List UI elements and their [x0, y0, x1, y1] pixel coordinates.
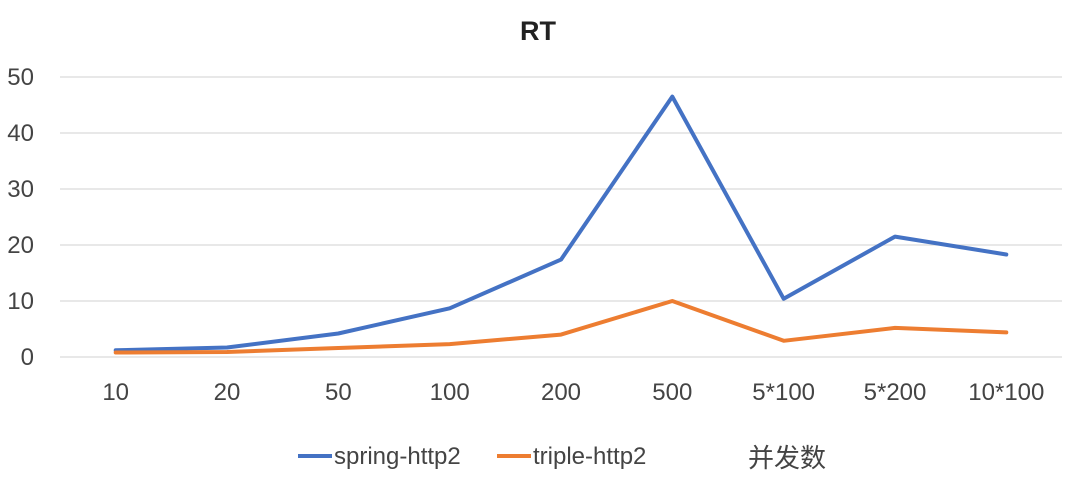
- legend: spring-http2 triple-http2: [298, 443, 646, 470]
- legend-label-spring-http2: spring-http2: [334, 443, 461, 470]
- x-tick-label: 50: [325, 379, 352, 406]
- x-axis-title: 并发数: [748, 443, 826, 473]
- y-tick-label: 20: [7, 232, 34, 259]
- series-line-spring-http2: [113, 94, 1009, 353]
- y-axis: 0 10 20 30 40 50: [7, 64, 34, 371]
- x-tick-label: 500: [652, 379, 692, 406]
- x-tick-label: 10: [102, 379, 129, 406]
- legend-label-triple-http2: triple-http2: [533, 443, 646, 470]
- y-tick-label: 0: [21, 344, 34, 371]
- y-tick-label: 50: [7, 64, 34, 91]
- gridlines: [60, 76, 1062, 358]
- x-axis: 10 20 50 100 200 500 5*100 5*200 10*100: [102, 379, 1044, 406]
- y-tick-label: 10: [7, 288, 34, 315]
- y-tick-label: 40: [7, 120, 34, 147]
- chart-title: RT: [520, 16, 556, 46]
- y-tick-label: 30: [7, 176, 34, 203]
- x-tick-label: 5*200: [864, 379, 927, 406]
- x-tick-label: 100: [430, 379, 470, 406]
- series-lines: [113, 94, 1009, 355]
- x-tick-label: 5*100: [752, 379, 815, 406]
- x-tick-label: 20: [214, 379, 241, 406]
- x-tick-label: 10*100: [968, 379, 1044, 406]
- x-tick-label: 200: [541, 379, 581, 406]
